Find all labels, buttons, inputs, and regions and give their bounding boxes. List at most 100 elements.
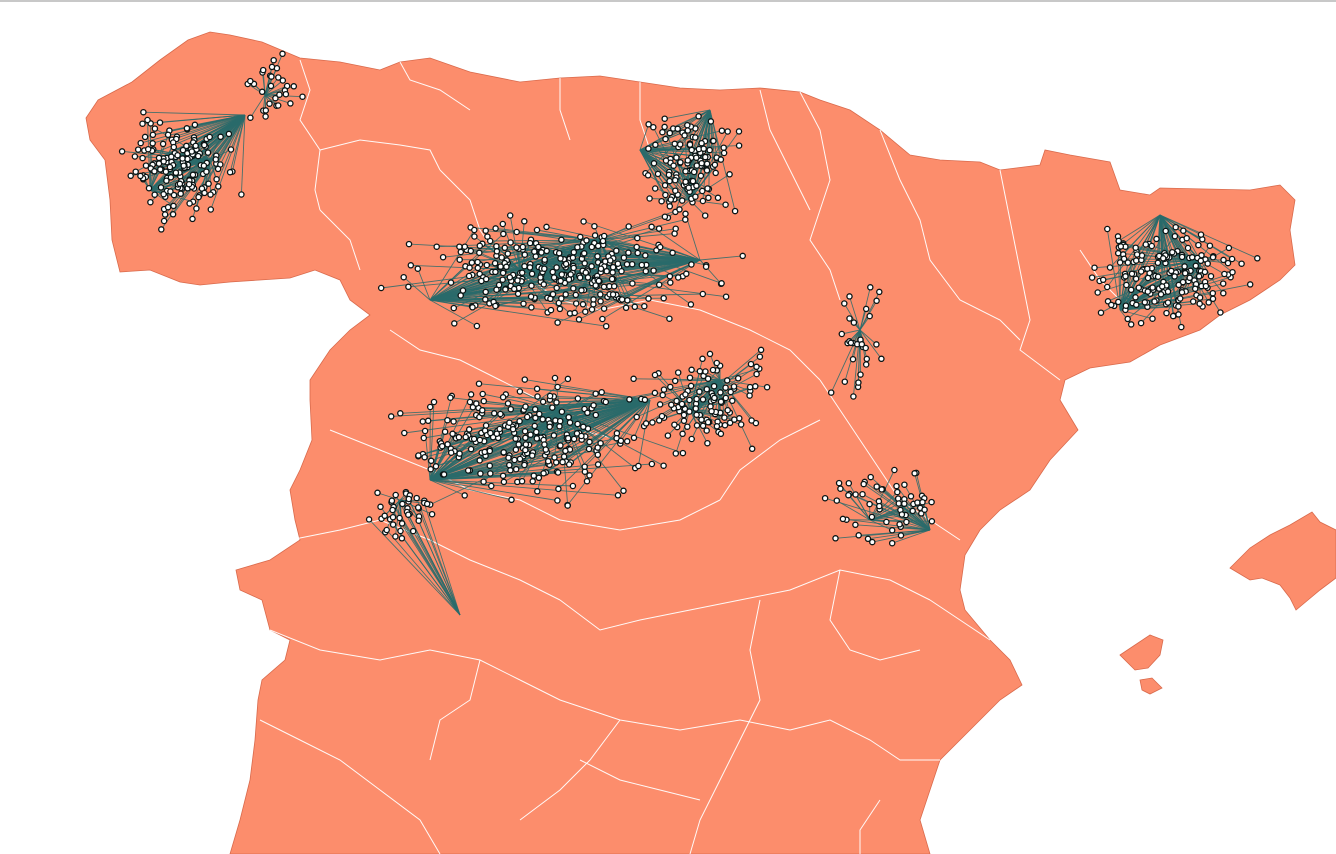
location-point[interactable] [405, 495, 413, 503]
location-point[interactable] [491, 259, 499, 267]
location-point[interactable] [505, 454, 512, 461]
location-point[interactable] [713, 359, 721, 367]
location-point[interactable] [678, 197, 686, 204]
location-point[interactable] [427, 465, 434, 473]
location-point[interactable] [569, 482, 577, 490]
location-point[interactable] [873, 483, 880, 490]
location-point[interactable] [698, 159, 705, 167]
location-point[interactable] [699, 422, 707, 430]
location-point[interactable] [625, 223, 632, 230]
location-point[interactable] [680, 417, 688, 425]
location-point[interactable] [652, 141, 659, 149]
location-point[interactable] [389, 521, 397, 528]
location-point[interactable] [528, 452, 536, 459]
location-point[interactable] [578, 287, 585, 294]
location-point[interactable] [628, 260, 636, 268]
location-point[interactable] [157, 184, 165, 191]
location-point[interactable] [201, 189, 208, 197]
location-point[interactable] [487, 429, 494, 437]
location-point[interactable] [1124, 259, 1132, 266]
location-point[interactable] [570, 285, 577, 292]
location-point[interactable] [693, 395, 700, 403]
location-point[interactable] [650, 160, 658, 167]
location-point[interactable] [592, 390, 599, 397]
location-point[interactable] [521, 251, 529, 258]
location-point[interactable] [633, 243, 640, 251]
location-point[interactable] [658, 412, 666, 420]
location-point[interactable] [651, 389, 659, 397]
location-point[interactable] [499, 269, 507, 277]
location-point[interactable] [599, 315, 606, 323]
location-point[interactable] [214, 165, 222, 173]
location-point[interactable] [671, 421, 678, 428]
location-point[interactable] [144, 116, 151, 124]
location-point[interactable] [873, 341, 880, 348]
location-point[interactable] [661, 115, 668, 122]
location-point[interactable] [506, 212, 514, 219]
location-point[interactable] [746, 383, 754, 391]
location-point[interactable] [482, 296, 489, 303]
location-point[interactable] [594, 451, 602, 459]
location-point[interactable] [852, 521, 859, 529]
location-point[interactable] [666, 203, 674, 210]
location-point[interactable] [565, 413, 572, 421]
location-point[interactable] [686, 141, 694, 148]
location-point[interactable] [287, 100, 294, 107]
location-point[interactable] [534, 488, 541, 495]
location-point[interactable] [835, 479, 843, 487]
location-point[interactable] [1115, 237, 1122, 245]
location-point[interactable] [578, 432, 585, 440]
location-point[interactable] [582, 308, 589, 315]
location-point[interactable] [1132, 257, 1140, 264]
location-point[interactable] [704, 439, 711, 447]
location-point[interactable] [629, 280, 636, 287]
location-point[interactable] [499, 276, 506, 283]
location-point[interactable] [1154, 259, 1162, 267]
location-point[interactable] [516, 417, 523, 425]
location-point[interactable] [533, 435, 541, 442]
location-point[interactable] [162, 168, 170, 175]
location-point[interactable] [724, 406, 731, 414]
location-point[interactable] [1171, 232, 1179, 240]
location-point[interactable] [617, 437, 625, 445]
location-point[interactable] [522, 434, 529, 442]
location-point[interactable] [638, 261, 646, 269]
location-point[interactable] [499, 393, 507, 401]
location-point[interactable] [1219, 280, 1227, 287]
location-point[interactable] [554, 497, 561, 504]
location-point[interactable] [702, 263, 710, 270]
location-point[interactable] [147, 198, 154, 206]
location-point[interactable] [195, 193, 202, 201]
location-point[interactable] [550, 432, 558, 439]
location-point[interactable] [183, 125, 191, 132]
location-point[interactable] [855, 379, 862, 386]
location-point[interactable] [659, 391, 666, 399]
location-point[interactable] [613, 247, 620, 254]
location-point[interactable] [457, 292, 464, 299]
location-point[interactable] [727, 388, 734, 396]
location-point[interactable] [575, 316, 583, 323]
location-point[interactable] [521, 218, 528, 225]
location-point[interactable] [419, 418, 427, 425]
location-point[interactable] [1238, 260, 1245, 267]
location-point[interactable] [1124, 315, 1131, 323]
location-point[interactable] [164, 131, 172, 139]
location-point[interactable] [648, 460, 656, 468]
location-point[interactable] [878, 355, 885, 363]
location-point[interactable] [531, 422, 538, 430]
location-point[interactable] [474, 264, 482, 272]
location-point[interactable] [176, 180, 184, 188]
location-point[interactable] [586, 438, 593, 446]
location-point[interactable] [696, 388, 703, 395]
location-point[interactable] [659, 128, 666, 136]
location-point[interactable] [693, 411, 700, 419]
location-point[interactable] [397, 410, 404, 417]
location-point[interactable] [655, 225, 663, 232]
location-point[interactable] [1120, 255, 1128, 263]
location-point[interactable] [377, 503, 384, 511]
location-point[interactable] [584, 409, 591, 417]
location-point[interactable] [461, 243, 469, 250]
location-point[interactable] [531, 406, 539, 413]
location-point[interactable] [634, 249, 641, 257]
location-point[interactable] [493, 248, 501, 255]
